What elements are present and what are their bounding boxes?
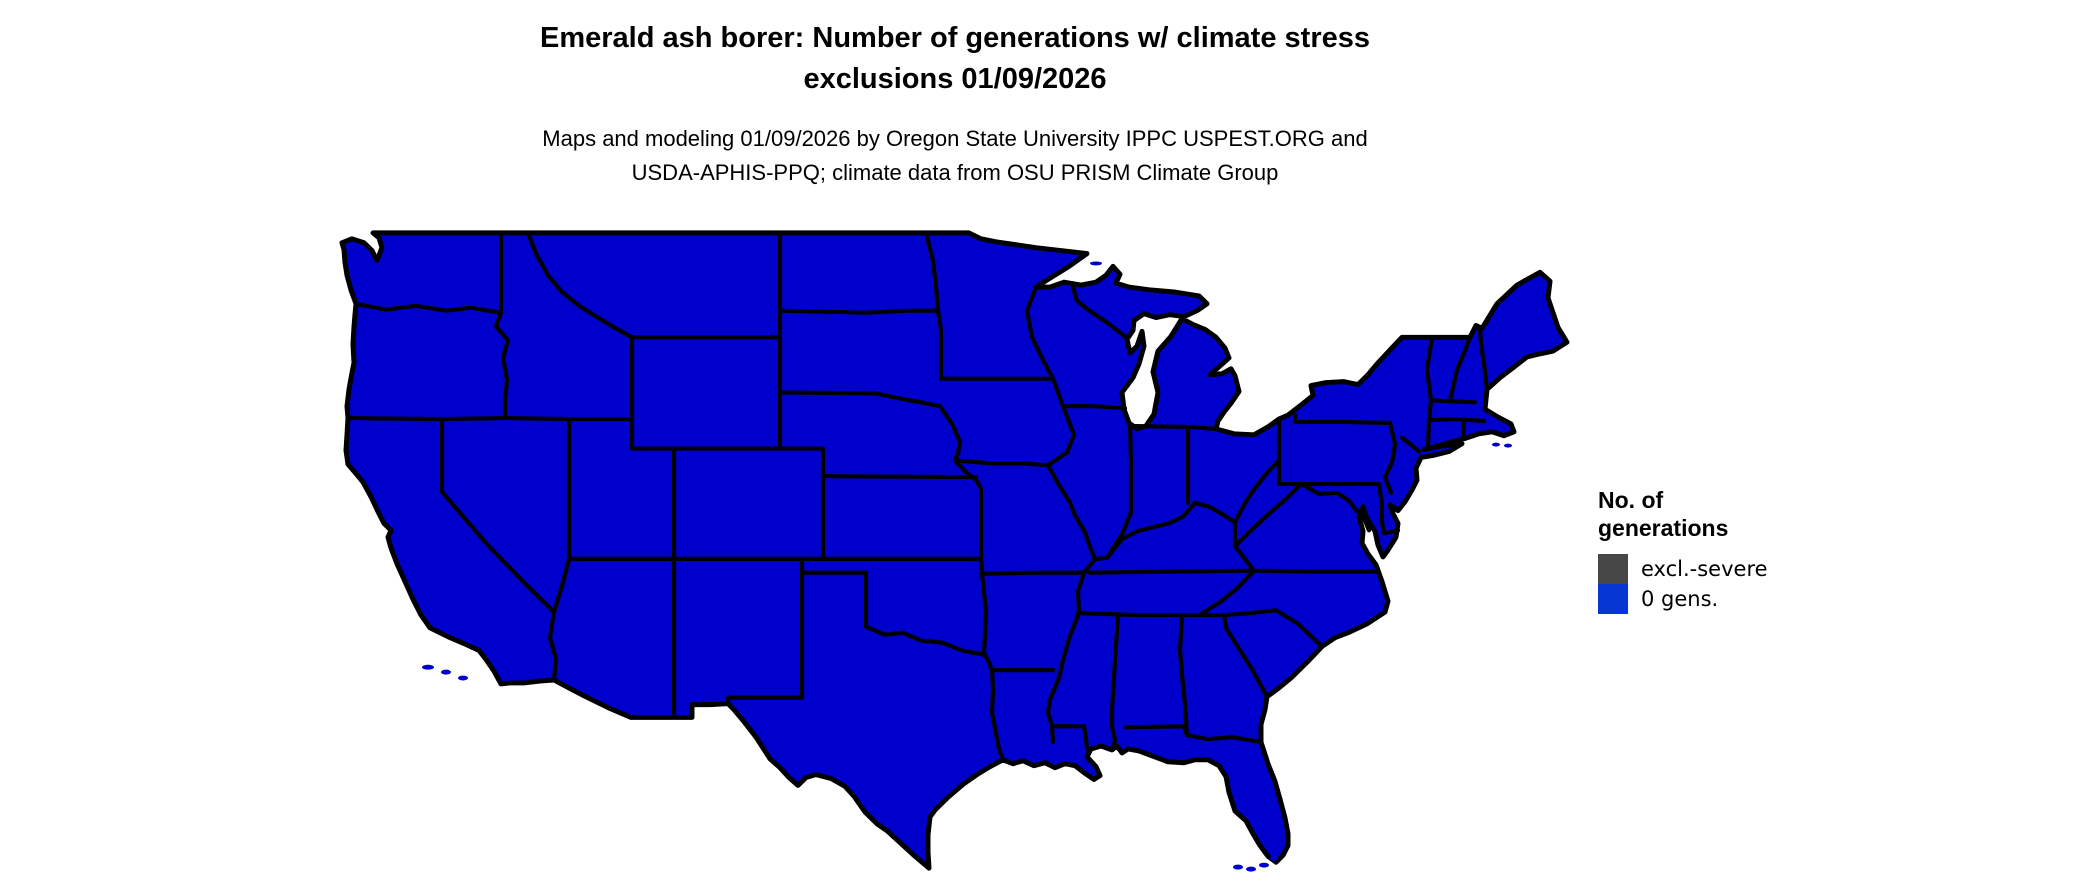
legend-title-line-1: No. of (1598, 487, 1664, 513)
us-choropleth-map (336, 226, 1576, 876)
legend-title: No. of generations (1598, 486, 1858, 542)
us-outline (339, 230, 1570, 871)
subtitle-line-1: Maps and modeling 01/09/2026 by Oregon S… (542, 126, 1368, 151)
legend-item-excl-severe: excl.-severe (1598, 554, 1858, 584)
legend-item-zero-gens: 0 gens. (1598, 584, 1858, 614)
legend-item-label: excl.-severe (1641, 557, 1768, 581)
us-map-svg (339, 230, 1570, 872)
page-subtitle: Maps and modeling 01/09/2026 by Oregon S… (340, 122, 1570, 190)
legend-title-line-2: generations (1598, 515, 1729, 541)
legend-item-label: 0 gens. (1641, 587, 1719, 611)
title-line-2: exclusions 01/09/2026 (803, 63, 1107, 95)
map-legend: No. of generations excl.-severe 0 gens. (1598, 486, 1858, 614)
state-borders (345, 230, 1490, 762)
zero-gens-swatch (1598, 584, 1628, 614)
subtitle-line-2: USDA-APHIS-PPQ; climate data from OSU PR… (631, 160, 1279, 185)
island-specks (422, 261, 1512, 872)
excl-severe-swatch (1598, 554, 1628, 584)
legend-items: excl.-severe 0 gens. (1598, 554, 1858, 614)
title-line-1: Emerald ash borer: Number of generations… (540, 22, 1370, 54)
page-title: Emerald ash borer: Number of generations… (340, 18, 1570, 100)
us-map-layer (339, 230, 1570, 872)
